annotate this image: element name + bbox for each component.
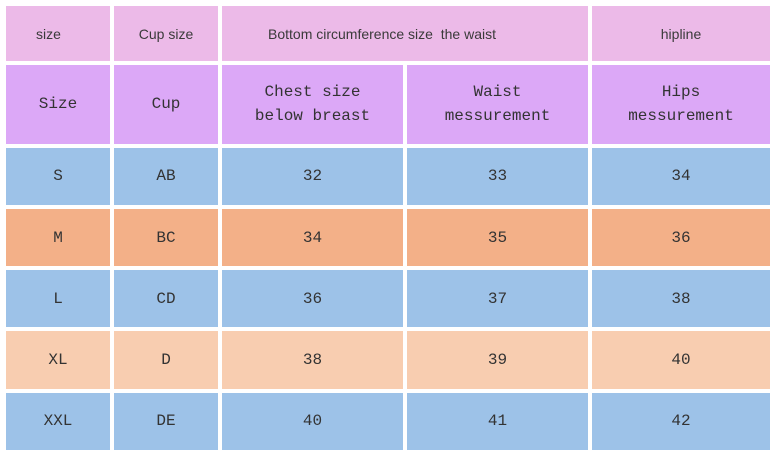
- table-row: XXL DE 40 41 42: [6, 392, 770, 450]
- table-row: XL D 38 39 40: [6, 331, 770, 389]
- cell-waist: 37: [407, 270, 589, 328]
- header-size-label: size: [6, 6, 110, 62]
- cell-size: XL: [6, 331, 110, 389]
- header-hips: Hips messurement: [592, 65, 770, 144]
- header-bottom-circumference-text: Bottom circumference size: [268, 25, 433, 42]
- header-row-english: Size Cup Chest size below breast Waist mes…: [6, 65, 770, 144]
- header-waist: Waist messurement: [407, 65, 589, 144]
- cell-waist: 41: [407, 392, 589, 450]
- cell-chest: 34: [222, 208, 403, 267]
- cell-cup: DE: [114, 392, 218, 450]
- cell-cup: D: [114, 331, 218, 389]
- cell-cup: CD: [114, 270, 218, 328]
- header-size: Size: [6, 65, 110, 144]
- cell-chest: 40: [222, 392, 403, 450]
- header-waist-text: the waist: [440, 25, 496, 42]
- cell-size: L: [6, 270, 110, 328]
- cell-cup: AB: [114, 147, 218, 205]
- header-cup: Cup: [114, 65, 218, 144]
- header-bottom-circumference-label: Bottom circumference size the waist: [222, 6, 589, 62]
- table-row: M BC 34 35 36: [6, 208, 770, 267]
- header-cup-size-label: Cup size: [114, 6, 218, 62]
- cell-waist: 35: [407, 208, 589, 267]
- cell-waist: 33: [407, 147, 589, 205]
- cell-hips: 38: [592, 270, 770, 328]
- cell-cup: BC: [114, 208, 218, 267]
- cell-hips: 34: [592, 147, 770, 205]
- cell-hips: 42: [592, 392, 770, 450]
- cell-size: S: [6, 147, 110, 205]
- header-chest: Chest size below breast: [222, 65, 403, 144]
- table-row: S AB 32 33 34: [6, 147, 770, 205]
- header-hipline-label: hipline: [592, 6, 770, 62]
- table-row: L CD 36 37 38: [6, 270, 770, 328]
- cell-hips: 36: [592, 208, 770, 267]
- header-row-labels: size Cup size Bottom circumference size …: [6, 6, 770, 62]
- cell-waist: 39: [407, 331, 589, 389]
- cell-hips: 40: [592, 331, 770, 389]
- cell-size: XXL: [6, 392, 110, 450]
- cell-size: M: [6, 208, 110, 267]
- cell-chest: 38: [222, 331, 403, 389]
- cell-chest: 32: [222, 147, 403, 205]
- cell-chest: 36: [222, 270, 403, 328]
